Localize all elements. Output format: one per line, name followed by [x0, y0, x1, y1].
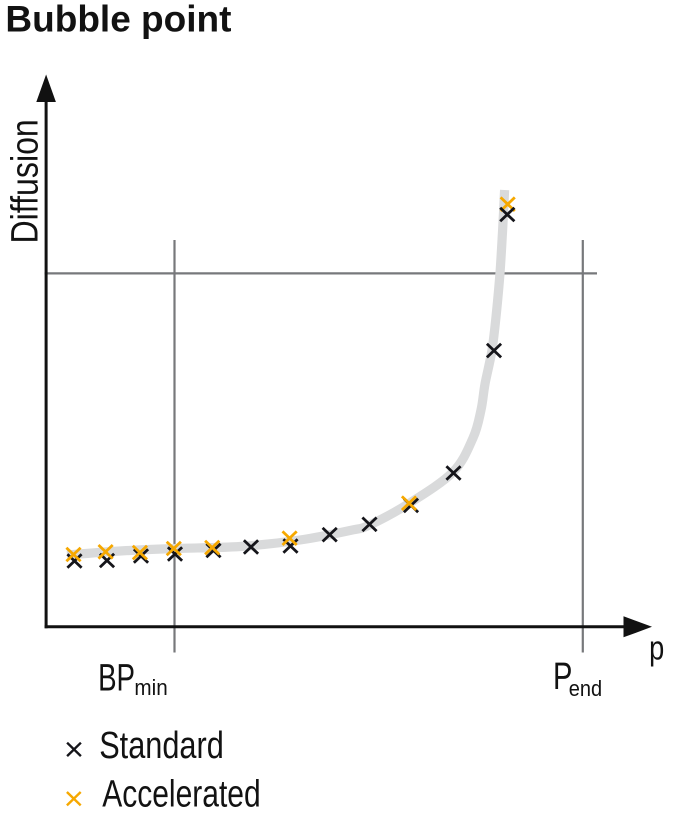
svg-text:min: min	[134, 676, 167, 701]
svg-text:end: end	[569, 677, 602, 701]
svg-text:p: p	[649, 629, 664, 668]
svg-text:Standard: Standard	[99, 725, 224, 767]
svg-text:Bubble point: Bubble point	[5, 0, 231, 39]
svg-text:Accelerated: Accelerated	[102, 773, 260, 815]
svg-text:Diffusion: Diffusion	[4, 119, 46, 243]
svg-text:P: P	[553, 655, 572, 698]
svg-text:BP: BP	[98, 657, 135, 699]
